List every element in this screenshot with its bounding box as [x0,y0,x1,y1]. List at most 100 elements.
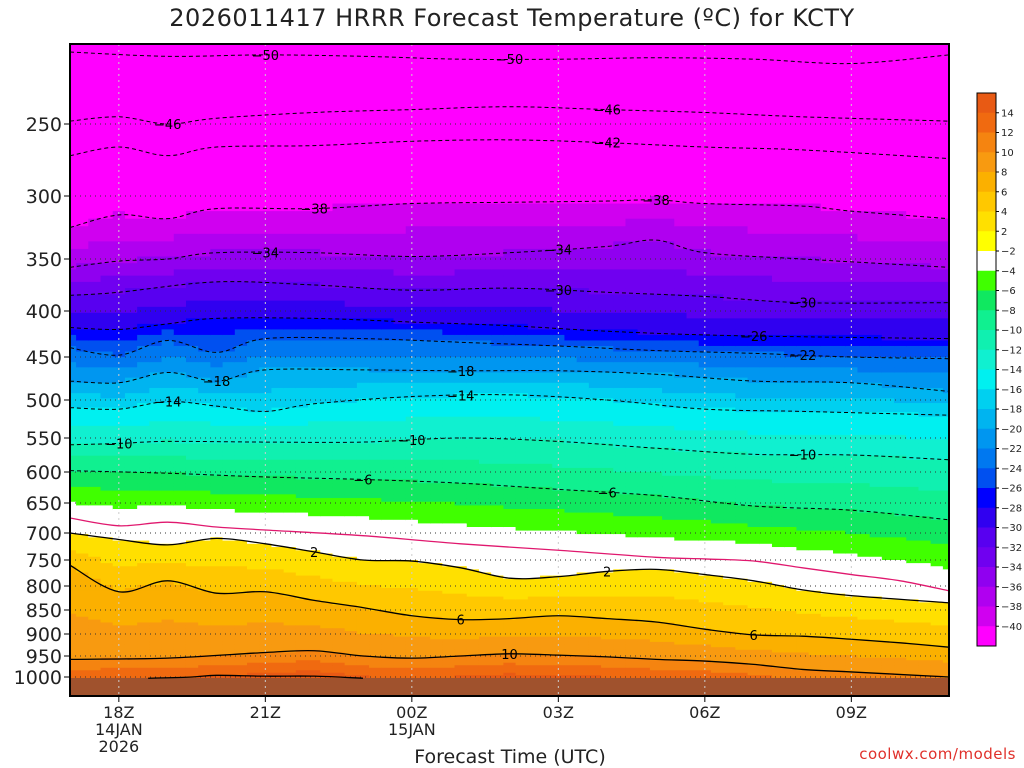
temperature-cell [454,599,468,603]
temperature-cell [210,581,224,586]
temperature-cell [295,357,309,363]
temperature-cell [210,534,224,538]
temperature-cell [210,161,224,171]
temperature-cell [454,345,468,353]
temperature-cell [466,109,480,119]
temperature-cell [320,547,334,551]
temperature-cell [417,602,431,606]
temperature-cell [210,256,224,264]
temperature-cell [76,628,89,632]
temperature-cell [381,75,395,85]
temperature-cell [454,203,468,212]
temperature-cell [271,619,285,624]
temperature-cell [442,587,456,592]
temperature-cell [222,670,236,674]
temperature-cell [442,569,456,574]
temperature-cell [247,170,260,180]
temperature-cell [173,619,187,624]
temperature-cell [210,578,224,583]
temperature-cell [149,602,163,606]
temperature-cell [369,455,382,461]
temperature-cell [210,593,224,598]
temperature-cell [417,512,431,517]
temperature-cell [320,537,334,542]
temperature-cell [467,15,480,24]
temperature-cell [222,412,236,418]
temperature-cell [442,572,456,577]
temperature-cell [369,566,382,570]
temperature-cell [198,49,211,59]
temperature-cell [356,634,370,638]
temperature-cell [356,672,370,676]
temperature-cell [393,584,407,589]
temperature-cell [210,393,224,399]
temperature-cell [185,590,199,595]
temperature-cell [161,49,175,59]
temperature-cell [173,66,187,76]
temperature-cell [442,306,456,314]
temperature-cell [295,248,309,258]
temperature-cell [442,652,456,656]
temperature-cell [442,0,455,7]
temperature-cell [185,634,199,638]
temperature-cell [296,6,309,15]
temperature-cell [430,472,443,477]
temperature-cell [149,509,163,514]
temperature-cell [369,300,382,308]
temperature-cell [198,281,211,289]
temperature-cell [137,467,150,473]
temperature-cell [405,187,419,197]
temperature-cell [478,83,492,93]
temperature-cell [247,590,260,595]
temperature-cell [210,584,224,589]
temperature-cell [112,459,126,465]
temperature-cell [223,32,236,41]
temperature-cell [149,275,163,283]
temperature-cell [137,619,150,624]
temperature-cell [137,647,150,651]
temperature-cell [247,581,260,586]
temperature-cell [112,144,126,154]
temperature-cell [185,613,199,618]
temperature-cell [76,351,89,358]
temperature-cell [478,275,492,283]
temperature-cell [70,300,77,308]
temperature-cell [125,32,138,41]
temperature-cell [234,628,248,632]
temperature-cell [369,501,382,506]
temperature-cell [332,590,346,595]
temperature-cell [88,334,102,342]
temperature-cell [332,560,346,564]
temperature-cell [320,652,334,656]
temperature-cell [356,178,370,188]
temperature-cell [185,596,199,601]
temperature-cell [442,275,456,283]
temperature-cell [70,483,77,488]
temperature-cell [295,393,309,399]
temperature-cell [442,421,456,427]
temperature-cell [271,187,285,197]
temperature-cell [124,483,138,488]
temperature-cell [162,6,175,15]
temperature-cell [466,530,480,535]
temperature-cell [137,675,150,679]
temperature-cell [161,323,175,330]
temperature-cell [222,581,236,586]
temperature-cell [198,625,211,629]
temperature-cell [210,241,224,250]
temperature-cell [442,639,456,643]
temperature-cell [124,581,138,586]
temperature-cell [417,667,431,671]
temperature-cell [418,23,431,32]
temperature-cell [442,463,456,469]
temperature-cell [234,329,248,336]
temperature-cell [149,443,163,449]
temperature-cell [149,572,163,577]
temperature-cell [332,439,346,445]
temperature-cell [222,318,236,325]
temperature-cell [124,652,138,656]
temperature-cell [247,351,260,358]
temperature-cell [417,455,431,461]
temperature-cell [185,248,199,258]
temperature-cell [124,412,138,418]
